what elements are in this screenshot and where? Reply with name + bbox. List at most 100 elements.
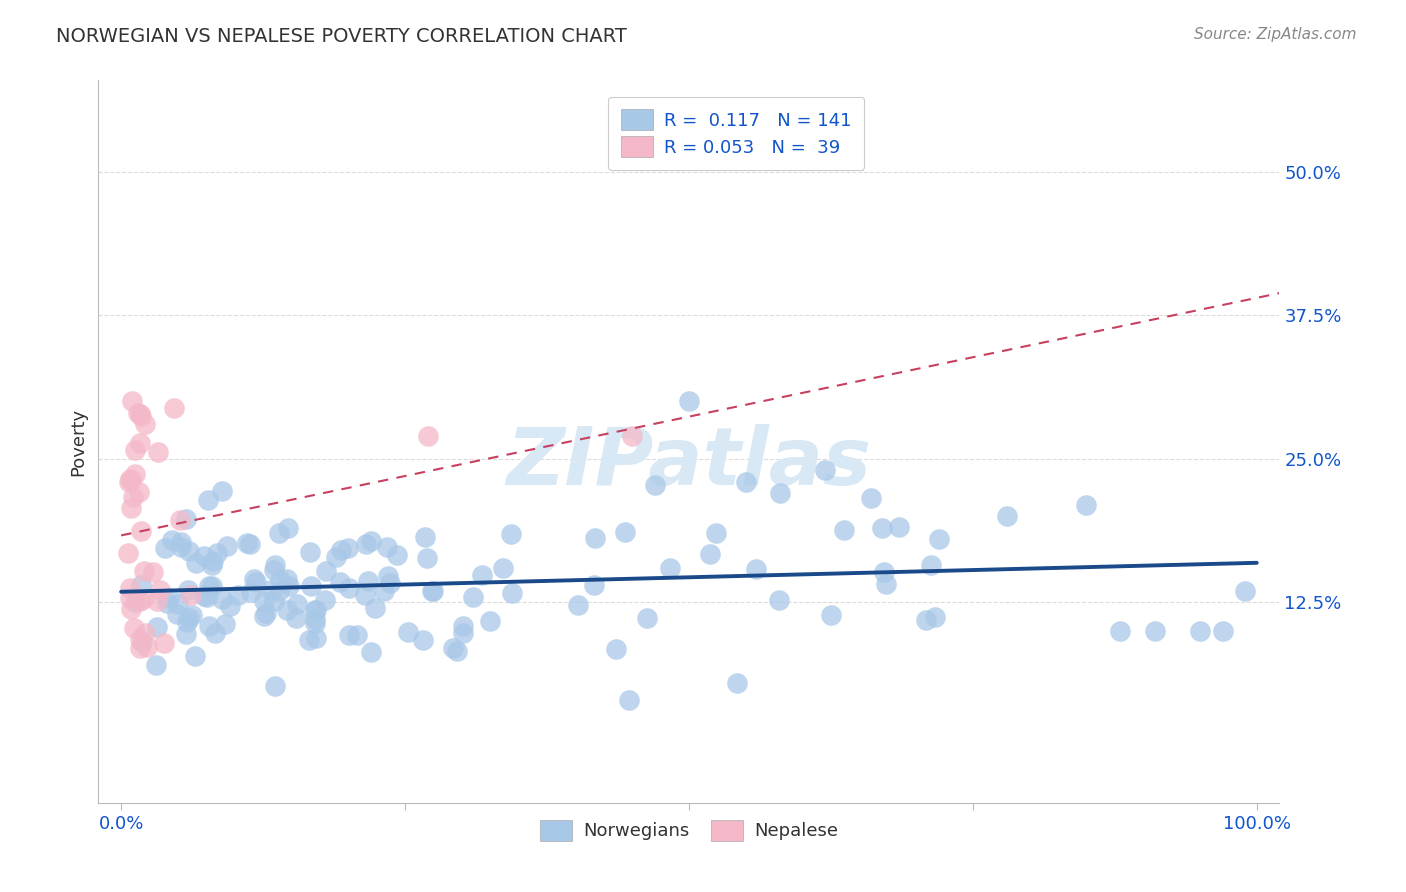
Point: [197, 579, 219, 593]
Point: [276, 602, 298, 616]
Point: [727, 676, 749, 690]
Point: [870, 520, 893, 534]
Point: [128, 641, 150, 656]
Point: [179, 543, 201, 558]
Point: [121, 602, 143, 616]
Point: [142, 565, 165, 579]
Point: [995, 509, 1018, 524]
Point: [157, 591, 180, 605]
Point: [304, 612, 326, 626]
Point: [205, 546, 228, 560]
Point: [174, 627, 197, 641]
Point: [315, 565, 337, 579]
Point: [745, 562, 768, 576]
Point: [336, 541, 359, 555]
Point: [875, 577, 897, 591]
Point: [128, 594, 150, 608]
Point: [928, 532, 950, 546]
Point: [177, 610, 200, 624]
Point: [184, 556, 207, 570]
Point: [217, 539, 239, 553]
Point: [124, 467, 146, 481]
Point: [385, 548, 408, 562]
Point: [166, 607, 188, 622]
Point: [129, 524, 152, 538]
Point: [127, 406, 149, 420]
Point: [276, 572, 298, 586]
Point: [240, 585, 263, 599]
Point: [859, 491, 882, 505]
Point: [567, 598, 589, 612]
Point: [226, 588, 249, 602]
Point: [461, 591, 484, 605]
Point: [354, 537, 377, 551]
Point: [814, 463, 837, 477]
Point: [214, 617, 236, 632]
Point: [478, 614, 501, 628]
Point: [184, 649, 207, 664]
Point: [197, 618, 219, 632]
Point: [583, 578, 606, 592]
Point: [769, 486, 792, 500]
Point: [129, 632, 152, 647]
Point: [659, 561, 682, 575]
Point: [181, 608, 204, 623]
Point: [1109, 624, 1132, 638]
Point: [734, 475, 756, 489]
Point: [145, 657, 167, 672]
Point: [156, 596, 179, 610]
Point: [373, 583, 395, 598]
Point: [120, 473, 142, 487]
Point: [304, 632, 326, 646]
Legend: Norwegians, Nepalese: Norwegians, Nepalese: [533, 813, 845, 848]
Point: [1212, 624, 1234, 638]
Point: [422, 584, 444, 599]
Point: [346, 628, 368, 642]
Point: [396, 624, 419, 639]
Point: [245, 574, 267, 589]
Point: [193, 549, 215, 564]
Point: [169, 534, 191, 549]
Point: [443, 640, 465, 655]
Point: [416, 429, 439, 443]
Point: [128, 485, 150, 500]
Point: [1143, 624, 1166, 638]
Point: [201, 579, 224, 593]
Point: [820, 608, 842, 623]
Point: [260, 582, 283, 597]
Point: [197, 493, 219, 508]
Point: [501, 586, 523, 600]
Point: [263, 563, 285, 577]
Point: [413, 530, 436, 544]
Point: [252, 608, 274, 623]
Point: [201, 558, 224, 573]
Point: [832, 523, 855, 537]
Point: [354, 588, 377, 602]
Point: [619, 692, 641, 706]
Point: [153, 636, 176, 650]
Point: [269, 526, 291, 541]
Point: [146, 594, 169, 608]
Point: [148, 445, 170, 459]
Point: [121, 394, 143, 409]
Point: [924, 610, 946, 624]
Point: [263, 680, 285, 694]
Point: [269, 583, 291, 598]
Point: [621, 429, 644, 443]
Point: [145, 620, 167, 634]
Point: [380, 575, 402, 590]
Point: [131, 634, 153, 648]
Point: [277, 579, 299, 593]
Point: [337, 628, 360, 642]
Point: [163, 401, 186, 415]
Point: [243, 573, 266, 587]
Point: [304, 603, 326, 617]
Point: [118, 591, 141, 605]
Point: [174, 512, 197, 526]
Point: [375, 540, 398, 554]
Point: [134, 417, 156, 431]
Point: [160, 533, 183, 547]
Point: [1076, 498, 1098, 512]
Point: [117, 475, 139, 489]
Point: [136, 640, 159, 654]
